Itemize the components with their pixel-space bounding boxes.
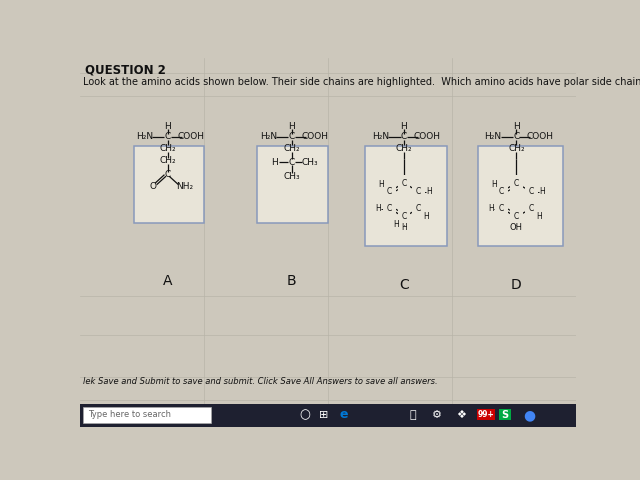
Text: H: H: [488, 204, 493, 213]
Text: B: B: [287, 274, 296, 288]
Text: H: H: [427, 187, 433, 196]
Text: D: D: [511, 278, 522, 292]
Text: e: e: [339, 408, 348, 421]
Text: C: C: [399, 278, 409, 292]
Bar: [134, 146, 204, 223]
Text: H: H: [539, 187, 545, 196]
Bar: [477, 146, 563, 246]
Text: COOH: COOH: [301, 132, 328, 142]
Text: ❖: ❖: [456, 410, 467, 420]
Text: H: H: [379, 180, 385, 189]
Text: C: C: [401, 213, 406, 221]
Text: H: H: [513, 122, 520, 132]
Text: H₂N: H₂N: [260, 132, 277, 142]
Text: Type here to search: Type here to search: [88, 410, 171, 420]
Text: H: H: [164, 122, 171, 132]
Text: COOH: COOH: [526, 132, 553, 142]
Bar: [83, 407, 211, 422]
Text: C: C: [514, 179, 519, 188]
Text: C: C: [164, 170, 171, 179]
Text: H: H: [394, 220, 399, 229]
Text: ○: ○: [300, 408, 310, 421]
Text: 99+: 99+: [477, 410, 495, 420]
Text: C: C: [164, 132, 171, 142]
Text: NH₂: NH₂: [176, 182, 193, 192]
Text: CH₂: CH₂: [159, 156, 176, 165]
Text: CH₂: CH₂: [508, 144, 525, 153]
Text: C: C: [529, 187, 534, 196]
Text: H: H: [288, 122, 295, 132]
Text: H₂N: H₂N: [372, 132, 389, 142]
Text: C: C: [416, 187, 421, 196]
Text: C: C: [514, 213, 519, 221]
Bar: [477, 409, 495, 420]
Text: C: C: [401, 179, 406, 188]
Text: CH₃: CH₃: [302, 158, 319, 167]
Text: OH: OH: [510, 223, 523, 232]
Text: CH₂: CH₂: [396, 144, 412, 153]
Text: H: H: [401, 223, 407, 232]
Text: O: O: [149, 182, 156, 192]
Text: ⚙: ⚙: [431, 410, 442, 420]
Text: H: H: [491, 180, 497, 189]
Text: C: C: [289, 158, 294, 167]
Text: C: C: [401, 132, 407, 142]
Text: H₂N: H₂N: [136, 132, 153, 142]
Bar: [80, 404, 576, 427]
Text: H: H: [401, 122, 407, 132]
Text: QUESTION 2: QUESTION 2: [84, 64, 166, 77]
Text: C: C: [387, 187, 392, 196]
Text: COOH: COOH: [413, 132, 441, 142]
Text: C: C: [499, 187, 504, 196]
Text: Look at the amino acids shown below. Their side chains are highlighted.  Which a: Look at the amino acids shown below. The…: [83, 77, 640, 87]
Text: CH₂: CH₂: [159, 144, 176, 153]
Text: CH₂: CH₂: [284, 144, 300, 153]
Text: C: C: [387, 204, 392, 213]
Bar: [365, 146, 447, 246]
Text: CH₃: CH₃: [284, 172, 300, 180]
Text: H: H: [536, 212, 541, 221]
Bar: [499, 409, 511, 420]
Text: A: A: [163, 274, 172, 288]
Text: lek Save and Submit to save and submit. Click Save All Answers to save all answe: lek Save and Submit to save and submit. …: [83, 377, 438, 386]
Text: H: H: [376, 204, 381, 213]
Text: H: H: [424, 212, 429, 221]
Text: C: C: [529, 204, 534, 213]
Text: 🏳: 🏳: [410, 410, 417, 420]
Text: COOH: COOH: [177, 132, 204, 142]
Text: C: C: [289, 132, 294, 142]
Text: S: S: [501, 410, 508, 420]
Bar: [257, 146, 328, 223]
Text: ⊞: ⊞: [319, 410, 329, 420]
Text: ●: ●: [524, 408, 536, 422]
Text: C: C: [513, 132, 520, 142]
Text: C: C: [416, 204, 421, 213]
Text: H₂N: H₂N: [484, 132, 502, 142]
Text: H: H: [271, 158, 278, 167]
Text: C: C: [499, 204, 504, 213]
